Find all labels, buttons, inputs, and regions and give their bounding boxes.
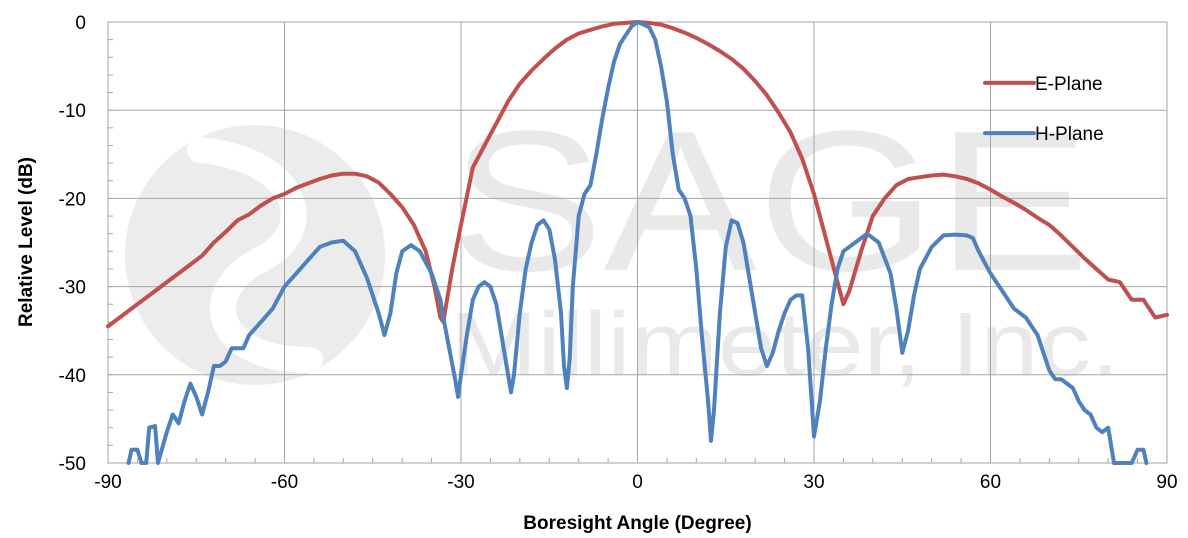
series-line-e-plane <box>106 20 1169 329</box>
tick-labels: -90 -60 -30 0 30 60 90 0 -10 -20 -30 -40 -50 <box>59 13 1178 493</box>
y-tick-label: -10 <box>59 101 86 122</box>
x-tick-label: 90 <box>1156 472 1177 493</box>
x-tick-label: 30 <box>803 472 824 493</box>
y-tick-label: -20 <box>59 189 86 210</box>
y-tick-label: -30 <box>59 278 86 299</box>
watermark-logo-swirl <box>187 137 323 373</box>
x-tick-label: -90 <box>94 472 121 493</box>
series-group <box>106 20 1169 465</box>
y-tick-label: -50 <box>59 454 86 475</box>
series-line-h-plane <box>126 20 1149 465</box>
y-tick-label: -40 <box>59 366 86 387</box>
x-tick-label: 0 <box>632 472 643 493</box>
legend-label: E-Plane <box>1035 74 1103 95</box>
x-tick-label: -30 <box>447 472 474 493</box>
x-tick-label: 60 <box>980 472 1001 493</box>
legend-label: H-Plane <box>1035 124 1104 145</box>
y-axis-label: Relative Level (dB) <box>16 157 37 327</box>
x-axis-label: Boresight Angle (Degree) <box>523 513 751 534</box>
watermark: SAGE Millimeter, Inc. <box>125 90 1120 395</box>
x-tick-label: -60 <box>271 472 298 493</box>
y-tick-label: 0 <box>75 13 86 34</box>
legend: E-Plane H-Plane <box>983 74 1104 145</box>
